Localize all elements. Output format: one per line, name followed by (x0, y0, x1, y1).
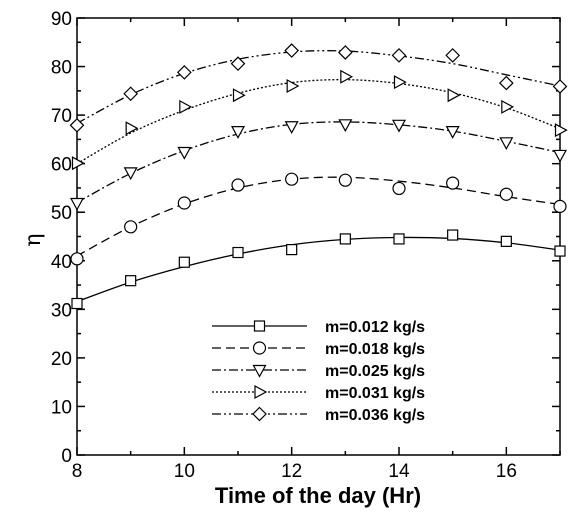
data-point-series-2 (178, 197, 190, 209)
data-point-series-4 (502, 101, 513, 113)
data-point-series-1 (72, 299, 82, 309)
data-point-series-3 (71, 198, 83, 209)
x-axis-label: Time of the day (Hr) (215, 483, 421, 508)
y-tick-label: 70 (51, 106, 72, 127)
y-tick-label: 40 (51, 252, 72, 273)
series-fit-line-2 (77, 177, 560, 256)
data-markers (71, 44, 567, 308)
data-point-series-1 (233, 248, 243, 258)
series-fit-line-4 (77, 80, 560, 164)
y-tick-label: 50 (51, 203, 72, 224)
x-tick-label: 10 (174, 461, 195, 482)
data-point-series-2 (500, 188, 512, 200)
data-point-series-5 (554, 80, 567, 93)
data-point-series-2 (447, 177, 459, 189)
data-point-series-2 (286, 173, 298, 185)
data-point-series-4 (180, 101, 191, 113)
data-point-series-5 (285, 44, 298, 57)
legend-label-4: m=0.031 kg/s (325, 385, 425, 402)
data-point-series-3 (286, 122, 298, 133)
data-point-series-1 (501, 236, 511, 246)
x-tick-label: 12 (281, 461, 302, 482)
data-point-series-4 (234, 89, 245, 101)
y-axis-label: η (21, 233, 46, 246)
data-point-series-2 (71, 253, 83, 265)
legend-label-3: m=0.025 kg/s (325, 363, 425, 380)
legend-marker-3 (254, 366, 266, 377)
x-tick-label: 14 (388, 461, 410, 482)
legend-marker-5 (253, 408, 266, 421)
y-tick-label: 20 (51, 349, 72, 370)
legend-marker-4 (255, 386, 266, 398)
data-point-series-1 (555, 246, 565, 256)
legend-label-1: m=0.012 kg/s (325, 319, 425, 336)
series-fit-line-1 (77, 237, 560, 301)
data-point-series-2 (125, 221, 137, 233)
data-point-series-1 (126, 276, 136, 286)
data-point-series-5 (124, 87, 137, 100)
data-point-series-1 (287, 245, 297, 255)
data-point-series-4 (395, 76, 406, 88)
y-tick-label: 90 (51, 9, 72, 30)
fit-curves (77, 51, 560, 302)
data-point-series-1 (448, 230, 458, 240)
data-point-series-2 (339, 174, 351, 186)
y-tick-label: 80 (51, 58, 72, 79)
data-point-series-3 (178, 148, 190, 159)
data-point-series-5 (393, 49, 406, 62)
data-point-series-1 (340, 234, 350, 244)
data-point-series-5 (500, 77, 513, 90)
data-point-series-3 (125, 168, 137, 179)
data-point-series-5 (232, 57, 245, 70)
y-tick-label: 0 (61, 446, 72, 467)
legend-label-5: m=0.036 kg/s (325, 407, 425, 424)
data-point-series-4 (73, 157, 84, 169)
data-point-series-2 (554, 200, 566, 212)
data-point-series-4 (556, 124, 567, 136)
data-point-series-1 (179, 257, 189, 267)
legend-label-2: m=0.018 kg/s (325, 341, 425, 358)
y-tick-label: 30 (51, 300, 72, 321)
series-fit-line-3 (77, 122, 560, 203)
data-point-series-2 (232, 179, 244, 191)
y-tick-label: 60 (51, 155, 72, 176)
data-point-series-3 (500, 138, 512, 149)
plot-frame (77, 18, 560, 455)
data-point-series-5 (178, 66, 191, 79)
legend-marker-2 (254, 342, 266, 354)
data-point-series-5 (446, 49, 459, 62)
x-tick-label: 16 (496, 461, 517, 482)
y-tick-label: 10 (51, 397, 72, 418)
data-point-series-4 (126, 122, 137, 134)
data-point-series-2 (393, 182, 405, 194)
data-point-series-4 (448, 89, 459, 101)
data-point-series-4 (341, 71, 352, 83)
legend-marker-1 (255, 321, 265, 331)
data-point-series-3 (339, 120, 351, 131)
series-fit-line-5 (77, 51, 560, 124)
data-point-series-3 (554, 150, 566, 161)
axis-ticks: 8 10 12 14 16 0 10 20 30 40 50 60 70 80 90 (51, 9, 560, 482)
data-point-series-3 (232, 127, 244, 138)
data-point-series-5 (339, 46, 352, 59)
data-point-series-1 (394, 234, 404, 244)
legend: m=0.012 kg/s m=0.018 kg/s m=0.025 kg/s m=0.… (212, 319, 425, 424)
x-tick-label: 8 (72, 461, 83, 482)
